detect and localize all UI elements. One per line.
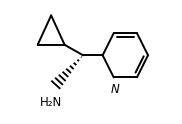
Text: N: N: [110, 83, 119, 96]
Text: H₂N: H₂N: [39, 96, 62, 109]
